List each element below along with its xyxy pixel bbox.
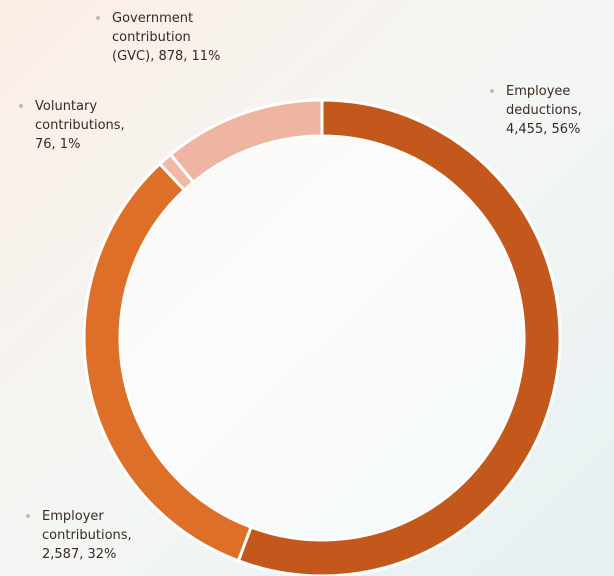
label-bullet bbox=[490, 89, 494, 93]
donut-slice bbox=[236, 98, 562, 576]
label-bullet bbox=[96, 16, 100, 20]
data-label: Employee deductions, 4,455, 56% bbox=[506, 84, 582, 137]
label-bullet bbox=[19, 104, 23, 108]
label-bullet bbox=[26, 514, 30, 518]
data-label: Government contribution (GVC), 878, 11% bbox=[112, 11, 220, 64]
data-label: Employer contributions, 2,587, 32% bbox=[42, 509, 132, 562]
data-label: Voluntary contributions, 76, 1% bbox=[35, 99, 125, 152]
donut-slice bbox=[168, 98, 324, 185]
donut-hole bbox=[122, 138, 522, 538]
